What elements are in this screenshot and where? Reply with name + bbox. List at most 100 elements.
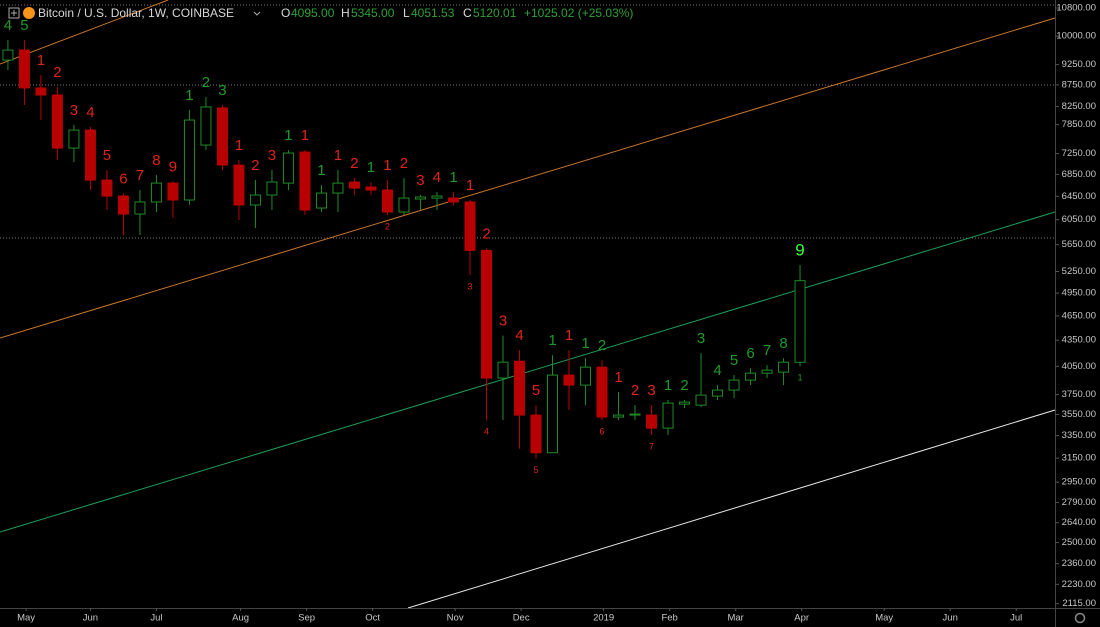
- candle-body: [646, 414, 658, 429]
- count-label: 1: [548, 332, 556, 349]
- count-label: 9: [169, 158, 177, 175]
- count-label: 2: [631, 382, 639, 399]
- y-tick-label: 6050.00: [1062, 214, 1096, 225]
- candle-body: [249, 194, 261, 206]
- change: +1025.02 (+25.03%): [524, 6, 633, 20]
- count-label-below: 6: [600, 426, 605, 436]
- candle-body: [117, 195, 129, 215]
- y-tick-label: 4350.00: [1062, 335, 1096, 346]
- candle-body: [183, 119, 195, 201]
- y-tick-label: 2500.00: [1062, 537, 1096, 548]
- y-tick-label: 8750.00: [1062, 79, 1096, 90]
- candle-body: [365, 186, 377, 191]
- trend-line: [407, 409, 1056, 609]
- candle-body: [778, 361, 790, 373]
- count-label: 2: [482, 225, 490, 242]
- candle-body: [513, 360, 525, 416]
- y-tick-label: 2360.00: [1062, 558, 1096, 569]
- y-tick-label: 2950.00: [1062, 477, 1096, 488]
- count-label: 1: [317, 162, 325, 179]
- count-label: 2: [251, 157, 259, 174]
- y-tick-label: 3550.00: [1062, 409, 1096, 420]
- open-key: O: [281, 6, 290, 20]
- count-label: 3: [268, 147, 276, 164]
- candle-body: [398, 197, 410, 213]
- count-label: 1: [581, 335, 589, 352]
- low-value: 4051.53: [411, 6, 455, 20]
- y-tick-label: 6850.00: [1062, 169, 1096, 180]
- x-tick-label: Feb: [661, 613, 677, 624]
- count-label: 1: [614, 369, 622, 386]
- x-tick-label: Dec: [513, 613, 530, 624]
- y-tick-label: 2640.00: [1062, 517, 1096, 528]
- candle-body: [662, 402, 674, 429]
- candle-body: [447, 197, 459, 203]
- symbol-dropdown[interactable]: [253, 11, 261, 16]
- count-label: 6: [119, 170, 127, 187]
- x-tick-label: Nov: [447, 613, 464, 624]
- count-label: 2: [202, 74, 210, 91]
- count-label: 3: [697, 330, 705, 347]
- close-value: 5120.01: [473, 6, 517, 20]
- count-label: 1: [37, 52, 45, 69]
- candle-body: [596, 366, 608, 418]
- x-tick-label: Aug: [232, 613, 249, 624]
- open-value: 4095.00: [291, 6, 335, 20]
- count-label-below: 7: [649, 441, 654, 451]
- count-label: 4: [713, 362, 721, 379]
- x-tick-label: May: [875, 613, 893, 624]
- x-tick-label: Jun: [943, 613, 958, 624]
- x-tick-label: Jul: [150, 613, 162, 624]
- count-label: 4: [86, 104, 94, 121]
- candle-body: [497, 361, 509, 379]
- header: Bitcoin / U.S. Dollar, 1W, COINBASE O 40…: [8, 6, 633, 20]
- count-label-below: 2: [385, 221, 390, 231]
- candle-body: [431, 195, 443, 199]
- high-key: H: [341, 6, 350, 20]
- y-tick-label: 3750.00: [1062, 389, 1096, 400]
- count-label-below: 5: [533, 465, 538, 475]
- drawings: [0, 0, 1056, 609]
- count-label-below: 1: [798, 373, 803, 383]
- count-label: 3: [416, 172, 424, 189]
- low-key: L: [403, 6, 410, 20]
- candle-body: [216, 107, 228, 166]
- count-label: 3: [218, 82, 226, 99]
- count-label: 5: [730, 352, 738, 369]
- candle-body: [712, 389, 724, 397]
- count-label: 1: [565, 327, 573, 344]
- count-label: 3: [647, 382, 655, 399]
- symbol[interactable]: Bitcoin / U.S. Dollar, 1W, COINBASE: [38, 6, 234, 20]
- candle-body: [613, 414, 625, 418]
- y-tick-label: 8250.00: [1062, 101, 1096, 112]
- count-label: 9: [795, 240, 804, 259]
- count-label: 7: [136, 167, 144, 184]
- close-key: C: [463, 6, 472, 20]
- x-tick-label: Oct: [365, 613, 380, 624]
- y-tick-label: 4950.00: [1062, 288, 1096, 299]
- candle-body: [381, 189, 393, 213]
- count-label: 1: [466, 177, 474, 194]
- candle-body: [794, 280, 806, 363]
- y-tick-label: 9250.00: [1062, 59, 1096, 70]
- candle-body: [728, 379, 740, 391]
- y-tick-label: 2790.00: [1062, 497, 1096, 508]
- count-label: 1: [284, 127, 292, 144]
- y-tick-label: 3350.00: [1062, 430, 1096, 441]
- candle-body: [745, 372, 757, 381]
- gear[interactable]: [1074, 612, 1086, 624]
- candle-body: [563, 374, 575, 386]
- expand-icon[interactable]: [8, 7, 20, 19]
- candle-body: [68, 129, 80, 149]
- candle-body: [282, 152, 294, 184]
- candle-body: [679, 401, 691, 405]
- count-label: 8: [152, 152, 160, 169]
- candle-body: [200, 106, 212, 146]
- count-label: 2: [598, 337, 606, 354]
- count-label: 2: [680, 377, 688, 394]
- count-label: 5: [103, 147, 111, 164]
- settings-icon[interactable]: [1074, 612, 1086, 624]
